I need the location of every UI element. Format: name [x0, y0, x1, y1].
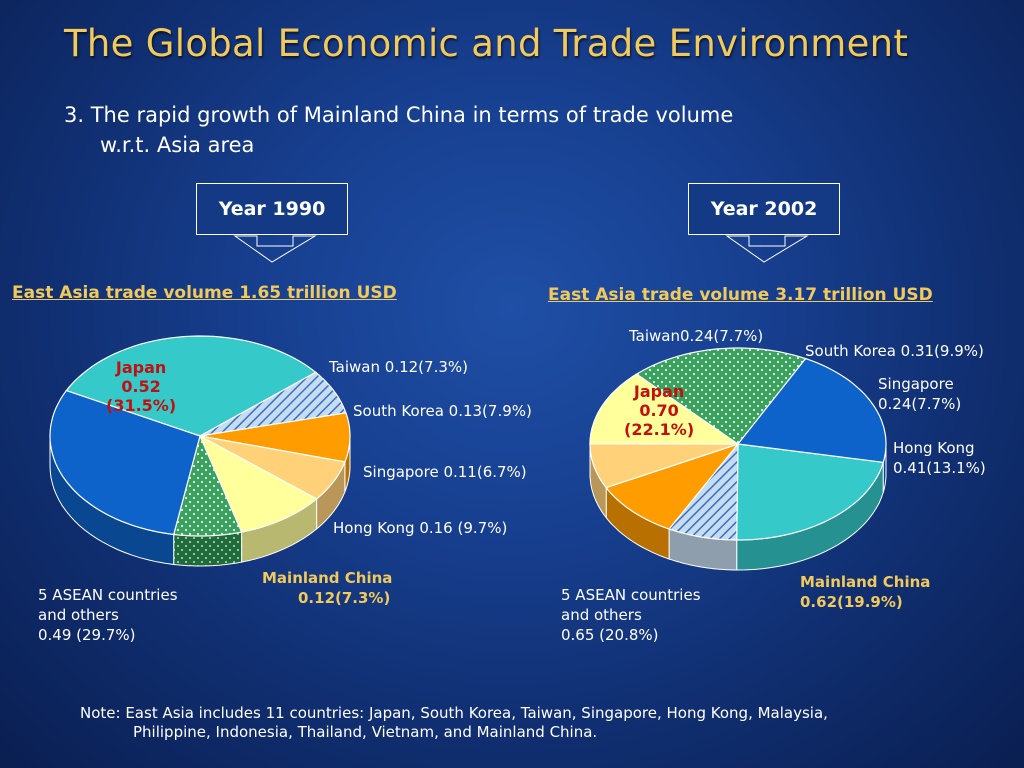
chart-2002-title: East Asia trade volume 3.17 trillion USD: [548, 285, 933, 305]
label-2002-taiwan: Taiwan0.24(7.7%): [629, 327, 764, 345]
pie-slice-hong_kong: [198, 434, 318, 533]
footnote-line-2: Philippine, Indonesia, Thailand, Vietnam…: [133, 723, 598, 741]
pie-slice-asean: [49, 389, 201, 536]
label-1990-south-korea: South Korea 0.13(7.9%): [353, 402, 532, 420]
year-2002-arrow-icon: [725, 235, 809, 263]
label-1990-asean: 5 ASEAN countries and others 0.49 (29.7%…: [38, 586, 178, 644]
subtitle-line-1: 3. The rapid growth of Mainland China in…: [64, 103, 734, 127]
pie-slice-singapore: [199, 435, 346, 500]
pie-slice-south_korea: [199, 412, 351, 463]
footnote-line-1: Note: East Asia includes 11 countries: J…: [80, 704, 828, 722]
pie-slice-asean: [736, 357, 887, 463]
footnote: Note: East Asia includes 11 countries: J…: [80, 704, 980, 742]
label-1990-mainland-china: Mainland China 0.12(7.3%): [262, 569, 393, 607]
pie-slice-singapore: [589, 442, 739, 489]
pie-slice-mainland_china: [635, 347, 807, 445]
subtitle-line-2: w.r.t. Asia area: [100, 133, 255, 157]
pie-chart-2002: [589, 347, 887, 571]
year-1990-arrow-icon: [233, 235, 317, 263]
label-2002-singapore: Singapore 0.24(7.7%): [878, 375, 962, 413]
label-2002-mainland-china: Mainland China 0.62(19.9%): [800, 573, 931, 611]
pie-slice-taiwan: [668, 442, 739, 541]
pie-slice-mainland_china: [172, 434, 243, 537]
slide-subtitle: 3. The rapid growth of Mainland China in…: [64, 100, 924, 160]
pie-chart-1990: [49, 335, 351, 567]
label-2002-south-korea: South Korea 0.31(9.9%): [805, 342, 984, 360]
year-2002-box: Year 2002: [688, 183, 840, 235]
label-1990-singapore: Singapore 0.11(6.7%): [363, 463, 527, 481]
label-1990-hong-kong: Hong Kong 0.16 (9.7%): [333, 519, 508, 537]
label-1990-japan: Japan 0.52 (31.5%): [106, 358, 177, 415]
pie-slice-japan: [736, 443, 885, 541]
label-2002-hong-kong: Hong Kong 0.41(13.1%): [893, 439, 986, 477]
label-2002-asean: 5 ASEAN countries and others 0.65 (20.8%…: [561, 586, 701, 644]
label-1990-taiwan: Taiwan 0.12(7.3%): [329, 358, 468, 376]
label-2002-japan: Japan 0.70 (22.1%): [624, 382, 695, 439]
year-1990-box: Year 1990: [196, 183, 348, 235]
pie-slice-japan: [65, 335, 317, 437]
slide-title: The Global Economic and Trade Environmen…: [64, 22, 909, 65]
pie-slice-hong_kong: [589, 373, 740, 445]
pie-wall-mainland_china: [173, 531, 243, 567]
pie-slice-taiwan: [199, 371, 347, 437]
pie-slice-south_korea: [605, 442, 740, 530]
chart-1990-title: East Asia trade volume 1.65 trillion USD: [12, 283, 397, 303]
